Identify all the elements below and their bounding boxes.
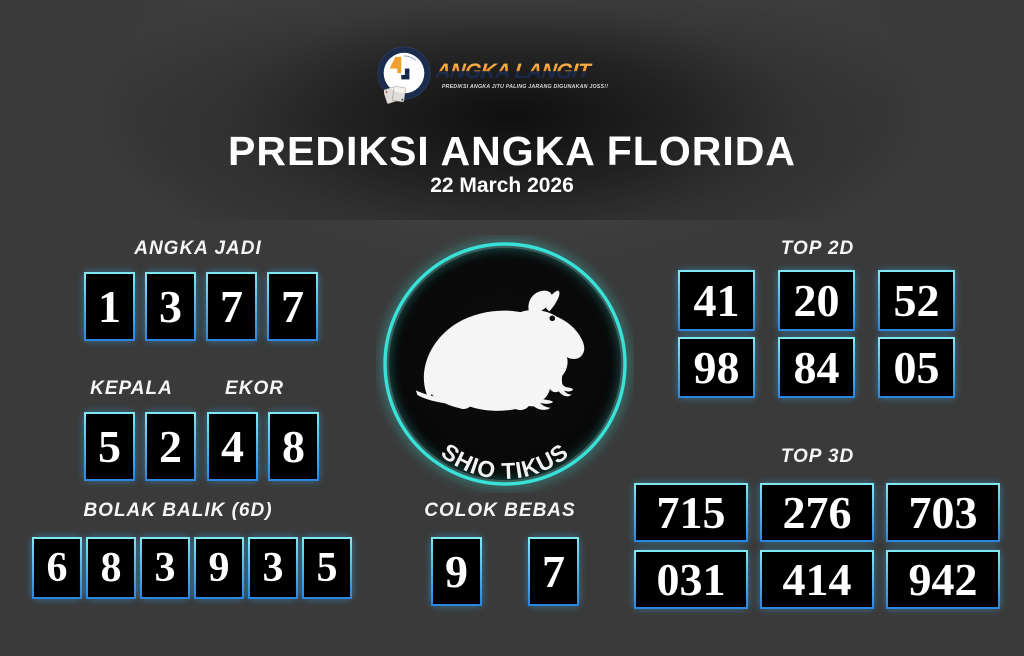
- svg-text:SHIO TIKUS: SHIO TIKUS: [437, 438, 574, 484]
- svg-text:ANGKA LANGIT: ANGKA LANGIT: [436, 60, 594, 83]
